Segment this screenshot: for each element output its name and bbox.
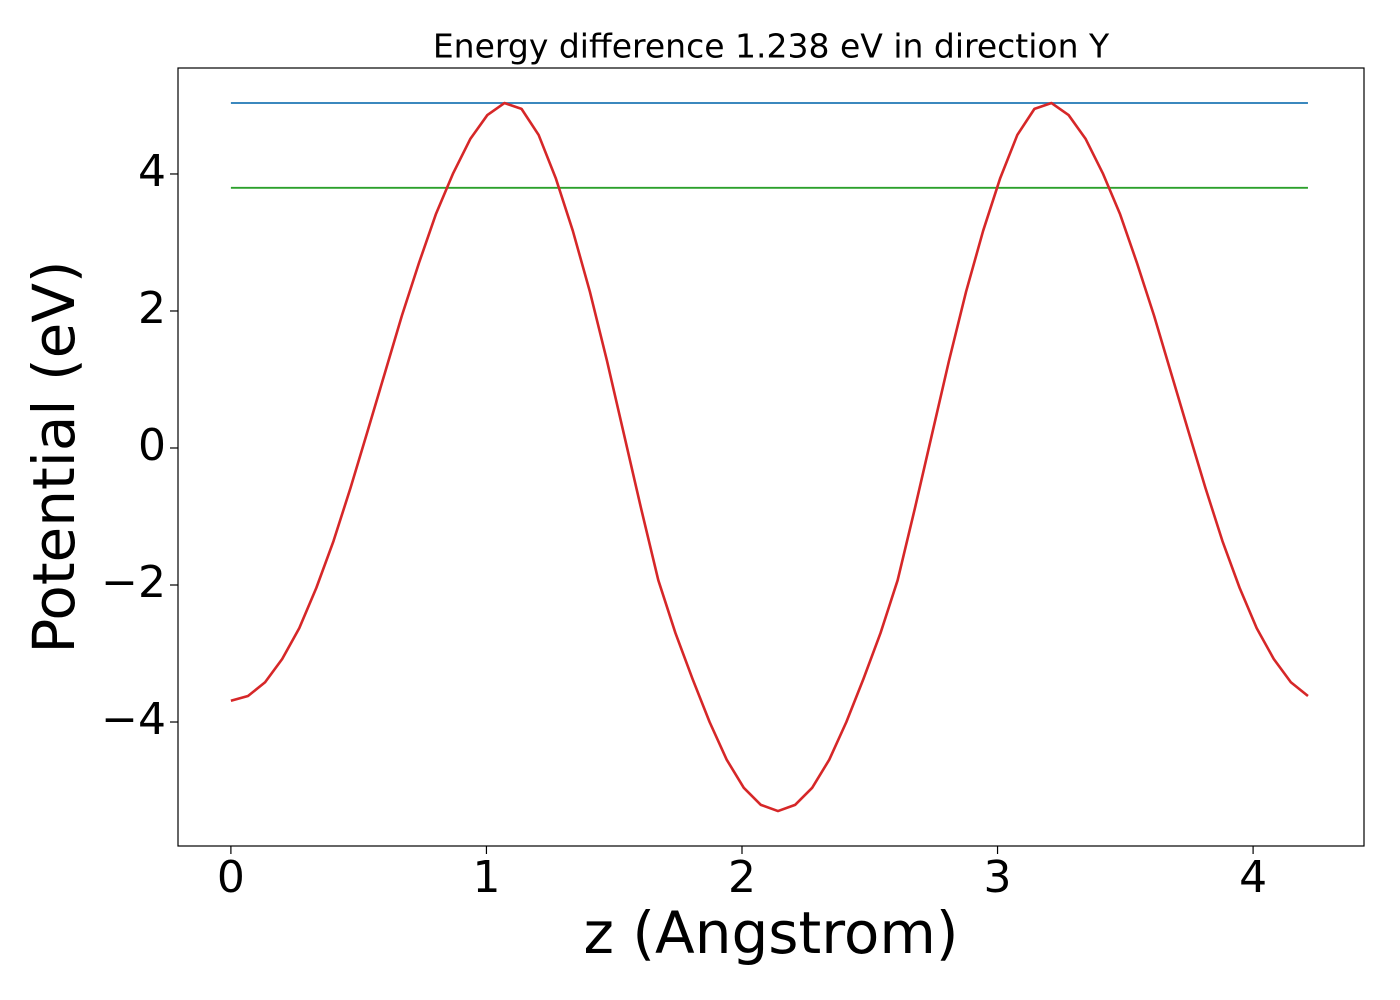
data-line: [230, 101, 1309, 813]
plot-frame: [177, 67, 1365, 847]
y-tick-label: −2: [101, 557, 166, 608]
y-axis-label: Potential (eV): [20, 260, 88, 653]
x-tick-label: 2: [728, 852, 756, 903]
x-axis-label: z (Angstrom): [584, 899, 959, 967]
chart-title: Energy difference 1.238 eV in direction …: [433, 27, 1110, 66]
x-tick-label: 4: [1239, 852, 1267, 903]
x-tick-label: 0: [217, 852, 245, 903]
x-tick-label: 3: [984, 852, 1012, 903]
y-tick-label: 2: [138, 283, 166, 334]
x-tick-label: 1: [472, 852, 500, 903]
y-tick-label: 0: [138, 420, 166, 471]
y-tick-label: −4: [101, 694, 166, 745]
y-tick-label: 4: [138, 146, 166, 197]
